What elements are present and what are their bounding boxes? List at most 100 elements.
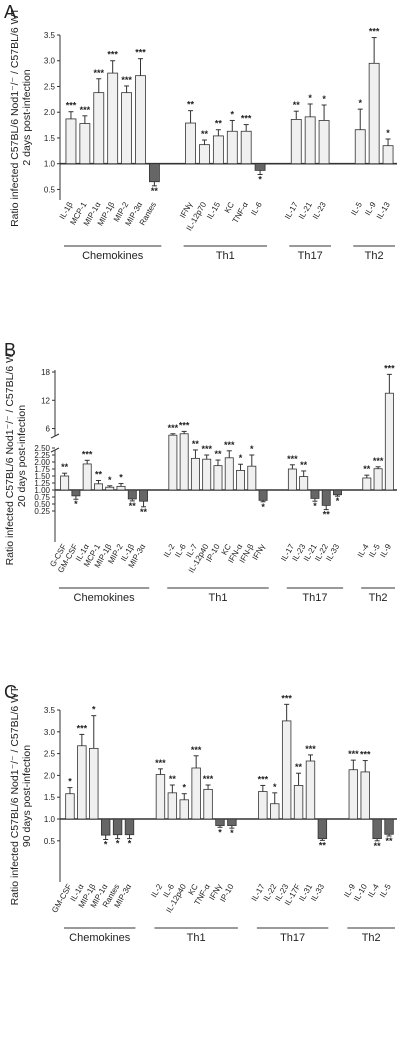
y-tick-label: 0.75: [34, 493, 50, 502]
significance-label: **: [300, 460, 308, 470]
significance-label: *: [182, 783, 186, 793]
bar: [384, 392, 394, 491]
bar: [100, 818, 111, 836]
significance-label: ***: [66, 101, 77, 111]
y-tick-label: 6: [46, 425, 51, 434]
bar: [168, 434, 178, 491]
bar: [202, 458, 212, 491]
bar: [79, 123, 91, 165]
bar: [226, 130, 238, 165]
group-label: Th17: [302, 592, 327, 604]
bar: [82, 463, 92, 491]
bar: [167, 792, 178, 820]
significance-label: *: [128, 839, 132, 849]
significance-label: **: [151, 186, 159, 196]
bar: [121, 92, 132, 165]
bar: [65, 118, 77, 165]
bar: [185, 122, 196, 165]
bar: [107, 72, 119, 165]
significance-label: ***: [369, 27, 380, 37]
significance-label: *: [231, 109, 235, 119]
group-label: Th2: [362, 932, 381, 944]
significance-label: ***: [201, 444, 212, 454]
bar: [321, 489, 331, 506]
y-axis-title: Ratio infected C57BL/6 Nod1⁻/⁻ / C57BL/6…: [9, 686, 21, 905]
y-tick-label: 0.25: [34, 507, 50, 516]
bar: [372, 818, 382, 840]
bar: [299, 476, 309, 491]
significance-label: *: [313, 501, 317, 511]
significance-label: ***: [121, 75, 132, 85]
bar: [215, 818, 225, 826]
group-label: Th2: [369, 592, 388, 604]
y-axis-subtitle: 20 days post-infection: [16, 405, 28, 507]
significance-label: **: [169, 774, 177, 784]
significance-label: *: [74, 499, 78, 509]
significance-label: ***: [384, 363, 395, 373]
significance-label: ***: [305, 744, 316, 754]
bar: [317, 818, 328, 840]
significance-label: *: [358, 98, 362, 108]
y-tick-label: 1.00: [34, 486, 50, 495]
bar: [318, 120, 330, 165]
significance-label: *: [308, 93, 312, 103]
bar: [179, 799, 189, 820]
significance-label: **: [319, 840, 327, 850]
bar: [212, 135, 224, 165]
bar: [333, 489, 342, 496]
bar: [135, 75, 146, 165]
significance-label: ***: [179, 420, 190, 430]
significance-label: **: [374, 841, 382, 851]
bar: [362, 477, 372, 491]
group-label: Th1: [216, 250, 235, 262]
bar: [190, 457, 200, 491]
bar: [94, 483, 103, 491]
bar: [240, 130, 252, 165]
y-tick-label: 12: [41, 396, 50, 405]
panel-letter: C: [4, 682, 17, 702]
y-tick-label: 18: [41, 368, 50, 377]
bar: [270, 803, 280, 820]
bar: [382, 145, 394, 165]
significance-label: *: [250, 444, 254, 454]
significance-label: ***: [258, 774, 269, 784]
y-tick-label: 2.5: [44, 750, 56, 759]
bar: [105, 486, 115, 491]
bar: [203, 788, 213, 820]
y-axis-subtitle: 2 days post-infection: [21, 69, 33, 165]
y-axis-title: Ratio infected C57BL/6 Nod1⁻/⁻ / C57BL/6…: [4, 346, 16, 565]
bar: [112, 818, 123, 836]
bar: [236, 469, 245, 491]
significance-label: ***: [107, 50, 118, 60]
bar: [60, 475, 70, 491]
y-tick-label: 1.25: [34, 479, 50, 488]
significance-label: **: [295, 762, 303, 772]
bar: [116, 485, 126, 491]
y-tick-label: 2.0: [44, 771, 56, 780]
x-tick-label: IFNγ: [251, 543, 267, 562]
y-tick-label: 1.75: [34, 465, 50, 474]
panel-letter: A: [4, 2, 16, 22]
bar: [360, 771, 370, 820]
bar: [127, 489, 137, 500]
significance-label: ***: [94, 68, 105, 78]
y-tick-label: 3.5: [44, 31, 56, 40]
bar: [281, 720, 292, 820]
significance-label: **: [61, 462, 69, 472]
bar: [199, 144, 210, 165]
significance-label: *: [261, 502, 265, 512]
bar: [247, 465, 257, 491]
y-tick-label: 2.0: [44, 108, 56, 117]
bar: [384, 818, 394, 835]
bar: [89, 747, 99, 820]
bar: [124, 818, 135, 836]
group-label: Chemokines: [82, 250, 144, 262]
x-tick-label: IL-13: [375, 200, 392, 221]
bar: [373, 468, 383, 491]
y-tick-label: 1.0: [44, 815, 56, 824]
significance-label: ***: [360, 750, 371, 760]
significance-label: ***: [77, 723, 88, 733]
bar: [77, 745, 87, 820]
significance-label: **: [201, 129, 209, 139]
bar: [65, 793, 75, 820]
